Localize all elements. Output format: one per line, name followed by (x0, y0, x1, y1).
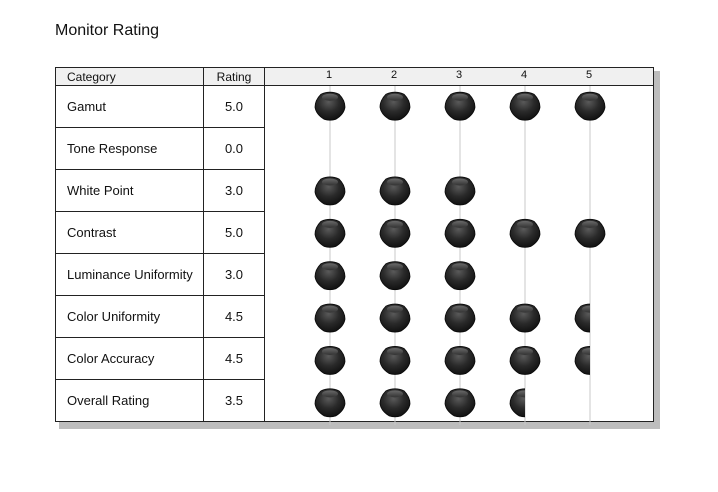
header-row: Category Rating 1 2 3 4 5 (55, 67, 654, 86)
rating-cell: 4.5 (203, 337, 265, 380)
scale-labels: 1 2 3 4 5 (265, 68, 653, 85)
rating-marker-cell (264, 85, 654, 128)
rating-cell: 4.5 (203, 295, 265, 338)
rating-marker-cell (264, 211, 654, 254)
table-row: Contrast 5.0 (55, 211, 654, 254)
rating-marker-cell (264, 379, 654, 422)
rating-cell: 5.0 (203, 211, 265, 254)
table-row: Overall Rating 3.5 (55, 379, 654, 422)
category-cell: Color Accuracy (55, 337, 204, 380)
scale-label: 5 (585, 69, 593, 81)
header-category: Category (55, 67, 204, 86)
scale-label: 1 (325, 69, 333, 81)
rating-cell: 0.0 (203, 127, 265, 170)
table-row: Luminance Uniformity 3.0 (55, 253, 654, 296)
category-cell: White Point (55, 169, 204, 212)
scale-label: 2 (390, 69, 398, 81)
table-row: Color Accuracy 4.5 (55, 337, 654, 380)
rating-cell: 3.5 (203, 379, 265, 422)
rating-cell: 3.0 (203, 253, 265, 296)
scale-label: 3 (455, 69, 463, 81)
rating-cell: 5.0 (203, 85, 265, 128)
rating-marker-cell (264, 253, 654, 296)
scale-label: 4 (520, 69, 528, 81)
table-row: White Point 3.0 (55, 169, 654, 212)
rating-marker-cell (264, 127, 654, 170)
category-cell: Overall Rating (55, 379, 204, 422)
rating-marker-cell (264, 295, 654, 338)
table-body: Gamut 5.0 Tone Response 0.0 White Point 3.0 Co… (55, 85, 654, 422)
rating-cell: 3.0 (203, 169, 265, 212)
rating-marker-cell (264, 169, 654, 212)
category-cell: Color Uniformity (55, 295, 204, 338)
header-scale: 1 2 3 4 5 (264, 67, 654, 86)
rating-marker-cell (264, 337, 654, 380)
table-row: Tone Response 0.0 (55, 127, 654, 170)
header-rating: Rating (203, 67, 265, 86)
category-cell: Tone Response (55, 127, 204, 170)
table-row: Color Uniformity 4.5 (55, 295, 654, 338)
table-row: Gamut 5.0 (55, 85, 654, 128)
category-cell: Gamut (55, 85, 204, 128)
category-cell: Contrast (55, 211, 204, 254)
chart-title: Monitor Rating (55, 22, 160, 39)
category-cell: Luminance Uniformity (55, 253, 204, 296)
